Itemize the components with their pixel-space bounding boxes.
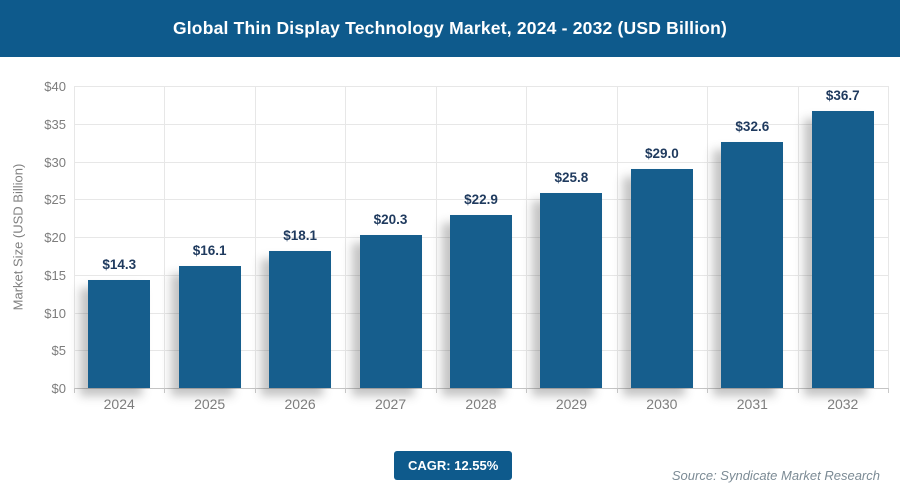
bar-value-label: $29.0 (644, 146, 679, 162)
x-tick-label: 2031 (736, 396, 768, 412)
bar (178, 266, 241, 388)
gridline-horizontal (74, 388, 888, 389)
gridline-vertical (526, 86, 528, 388)
gridline-vertical (616, 86, 618, 388)
bar-value-label: $16.1 (192, 243, 227, 259)
bar-chart: Market Size (USD Billion) $0 $5 $10 $15 $20 $… (0, 57, 900, 437)
gridline-horizontal (74, 161, 888, 163)
source-attribution: Source: Syndicate Market Research (671, 468, 880, 483)
x-tick-label: 2026 (284, 396, 316, 412)
bar-value-label: $18.1 (283, 228, 317, 244)
gridline-vertical (888, 86, 889, 388)
bar-value-label: $32.6 (735, 118, 770, 134)
x-axis-tick (797, 388, 799, 393)
cagr-badge: CAGR: 12.55% (394, 451, 513, 480)
x-axis-tick (526, 388, 528, 393)
x-axis-tick (616, 388, 618, 393)
gridline-vertical (345, 86, 347, 388)
bar (450, 215, 512, 388)
x-axis-tick (435, 388, 437, 393)
bar (269, 251, 332, 388)
bar (721, 141, 784, 388)
x-tick-label: 2032 (827, 396, 859, 412)
x-axis-tick (707, 388, 709, 393)
y-tick-label: $35 (44, 116, 66, 132)
y-tick-label: $20 (44, 230, 66, 245)
x-tick-label: 2024 (103, 396, 135, 412)
bar-value-label: $22.9 (464, 192, 498, 208)
x-tick-label: 2027 (374, 396, 407, 412)
bar-value-label: $25.8 (554, 170, 589, 186)
gridline-horizontal (74, 199, 888, 201)
y-tick-label: $15 (44, 267, 66, 283)
x-tick-label: 2030 (646, 396, 678, 412)
y-tick-label: $30 (44, 154, 66, 170)
gridline-vertical (254, 86, 256, 388)
x-tick-label: 2028 (465, 396, 497, 412)
gridline-horizontal (74, 86, 888, 87)
gridline-vertical (74, 86, 75, 388)
chart-title-bar: Global Thin Display Technology Market, 2… (0, 0, 900, 57)
gridline-vertical (797, 86, 799, 388)
bar (359, 234, 422, 388)
x-tick-label: 2025 (194, 396, 226, 412)
x-axis-tick (254, 388, 256, 393)
bar-value-label: $20.3 (373, 211, 408, 227)
gridline-horizontal (74, 123, 888, 125)
page-title: Global Thin Display Technology Market, 2… (172, 18, 728, 38)
bar (540, 193, 603, 388)
bar-value-label: $14.3 (102, 257, 137, 273)
gridline-vertical (435, 86, 437, 388)
bar-value-label: $36.7 (825, 87, 860, 103)
y-tick-label: $25 (44, 192, 66, 208)
y-tick-label: $40 (44, 79, 66, 94)
x-axis-tick (888, 388, 889, 393)
gridline-vertical (164, 86, 166, 388)
y-tick-label: $10 (44, 305, 66, 321)
gridline-vertical (707, 86, 709, 388)
y-tick-label: $0 (51, 381, 66, 396)
x-axis-tick (164, 388, 166, 393)
bar (630, 169, 693, 388)
y-tick-label: $5 (51, 343, 66, 359)
x-axis-tick (74, 388, 75, 393)
x-tick-label: 2029 (555, 396, 588, 412)
bar (811, 110, 874, 388)
bar (88, 280, 151, 388)
x-axis-tick (345, 388, 347, 393)
